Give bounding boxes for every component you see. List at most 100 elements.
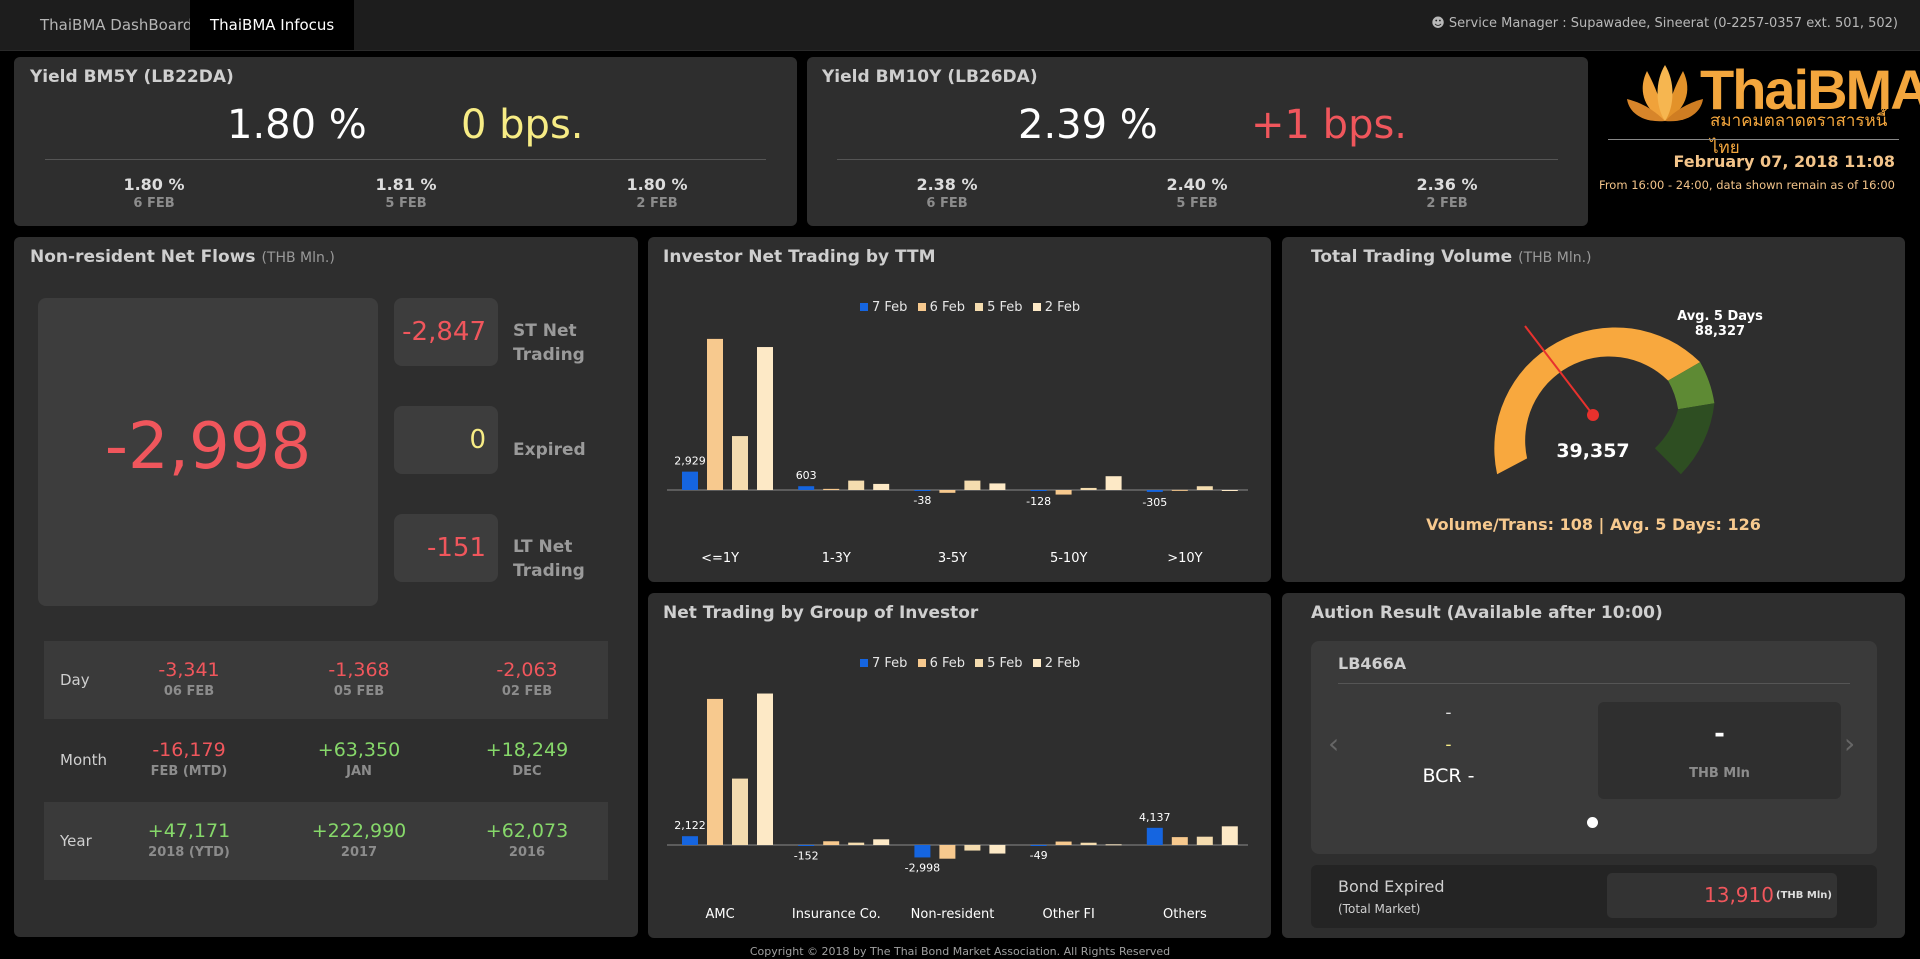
bar: [964, 845, 981, 851]
volume-title-text: Total Trading Volume: [1311, 247, 1513, 267]
yield-10y-panel: Yield BM10Y (LB26DA) 2.39 % +1 bps. 2.38…: [807, 57, 1588, 226]
legend-label: 6 Feb: [929, 656, 965, 671]
bar: [732, 436, 748, 490]
bar: [1146, 827, 1163, 845]
bar: [914, 845, 931, 858]
auction-card: LB466A ‹ › - - BCR - - THB Mln: [1311, 641, 1877, 854]
lt-net-trading-label: LT Net Trading: [513, 535, 585, 583]
divider: [1608, 139, 1899, 140]
table-cell: -1,368 05 FEB: [284, 659, 434, 699]
data-label: 2,929: [674, 455, 706, 468]
gauge-band-mid: [1668, 362, 1715, 410]
ttm-bar-chart: 2,929 <=1Y 603 1-3Y -38 3-5Y -128 5-10Y -305 >10Y: [667, 338, 1248, 566]
table-row-day: Day -3,341 06 FEB -1,368 05 FEB -2,063 02 F…: [44, 641, 608, 719]
hist-date: 5 FEB: [1176, 196, 1218, 211]
data-label: -305: [1142, 496, 1167, 509]
cell-date: 2018 (YTD): [148, 845, 230, 860]
ttm-chart-panel: Investor Net Trading by TTM 7 Feb 6 Feb …: [648, 237, 1271, 582]
cell-date: 06 FEB: [163, 684, 215, 699]
lotus-logo-icon: [1627, 65, 1703, 122]
volume-avg-value: 88,327: [1694, 324, 1746, 339]
gauge-band-main: [1494, 327, 1701, 475]
row-label: Year: [60, 832, 92, 850]
category-label: 3-5Y: [938, 551, 967, 566]
category-label: >10Y: [1167, 551, 1202, 566]
legend-swatch: [1032, 303, 1041, 311]
legend-swatch: [860, 303, 868, 311]
category-label: Others: [1163, 907, 1207, 922]
lt-label-line-1: LT Net: [513, 537, 573, 557]
st-net-trading-value: -2,847: [394, 298, 498, 366]
bond-expired-label: Bond Expired: [1338, 877, 1445, 896]
next-arrow-icon[interactable]: ›: [1844, 727, 1856, 760]
brand-name: ThaiBMA: [1700, 58, 1920, 121]
data-label: -2,998: [905, 861, 940, 874]
bar: [707, 698, 723, 845]
bar: [682, 471, 698, 490]
yield-10y-hist-2: 2.40 % 5 FEB: [1117, 175, 1277, 211]
auction-bond-code: LB466A: [1338, 654, 1407, 673]
gauge-band-high: [1654, 403, 1715, 475]
bar: [1030, 490, 1047, 491]
gauge-needle: [1524, 325, 1594, 416]
category-label: 5-10Y: [1050, 551, 1088, 566]
yield-5y-panel: Yield BM5Y (LB22DA) 1.80 % 0 bps. 1.80 %…: [14, 57, 797, 226]
auction-panel: Aution Result (Available after 10:00) LB…: [1282, 593, 1905, 938]
hist-value: 1.80 %: [123, 175, 185, 194]
cell-value: +222,990: [311, 820, 407, 842]
cell-value: -1,368: [328, 659, 390, 681]
table-row-month: Month -16,179 FEB (MTD) +63,350 JAN +18,24…: [44, 721, 608, 799]
hist-date: 5 FEB: [385, 196, 427, 211]
row-label: Day: [60, 671, 90, 689]
cell-value: -3,341: [158, 659, 220, 681]
carousel-dot[interactable]: [1587, 817, 1598, 828]
st-label-line-1: ST Net: [513, 321, 577, 341]
legend-label: 6 Feb: [929, 300, 965, 315]
prev-arrow-icon[interactable]: ‹: [1328, 727, 1340, 760]
yield-5y-hist-1: 1.80 % 6 FEB: [74, 175, 234, 211]
volume-title: Total Trading Volume (THB Mln.): [1311, 247, 1592, 267]
auction-title: Aution Result (Available after 10:00): [1311, 603, 1663, 623]
hist-value: 2.40 %: [1166, 175, 1228, 194]
legend-label: 7 Feb: [872, 656, 908, 671]
auction-value: -: [1714, 719, 1725, 749]
bond-expired-unit: (THB Mln): [1776, 890, 1832, 901]
yield-10y-title: Yield BM10Y (LB26DA): [822, 67, 1038, 87]
bar: [939, 845, 956, 859]
cell-value: -16,179: [152, 739, 226, 761]
cell-value: +47,171: [147, 820, 231, 842]
yield-10y-hist-1: 2.38 % 6 FEB: [867, 175, 1027, 211]
legend-label: 2 Feb: [1044, 656, 1081, 671]
group-chart-panel: Net Trading by Group of Investor 7 Feb 6…: [648, 593, 1271, 938]
table-cell: +62,073 2016: [452, 820, 602, 860]
cell-date: DEC: [512, 764, 542, 779]
data-label: -152: [794, 850, 819, 863]
table-cell: -16,179 FEB (MTD): [114, 739, 264, 779]
legend-swatch: [860, 659, 868, 667]
auction-dash-1: -: [1445, 703, 1452, 723]
legend-swatch: [975, 303, 984, 311]
tab-infocus[interactable]: ThaiBMA Infocus: [190, 0, 355, 50]
cell-date: 2016: [508, 845, 546, 860]
bar: [873, 483, 890, 490]
yield-10y-hist-3: 2.36 % 2 FEB: [1367, 175, 1527, 211]
auction-dash-2: -: [1445, 735, 1452, 755]
hist-date: 2 FEB: [1426, 196, 1468, 211]
bar: [1221, 490, 1238, 491]
service-manager-info: ☻ Service Manager : Supawadee, Sineerat …: [1431, 16, 1898, 31]
legend-label: 5 Feb: [987, 300, 1023, 315]
bond-expired-value-box: 13,910 (THB Mln): [1607, 873, 1837, 918]
hist-date: 2 FEB: [636, 196, 678, 211]
yield-10y-change: +1 bps.: [1251, 102, 1408, 148]
group-chart-title: Net Trading by Group of Investor: [663, 603, 979, 623]
category-label: <=1Y: [701, 551, 739, 566]
volume-avg-label: Avg. 5 Days: [1677, 309, 1763, 324]
expired-label: Expired: [513, 440, 586, 460]
volume-panel: Total Trading Volume (THB Mln.) 39,357 A…: [1282, 237, 1905, 582]
tab-dashboard[interactable]: ThaiBMA DashBoard: [40, 16, 193, 34]
bar: [757, 693, 773, 845]
hist-value: 1.80 %: [626, 175, 688, 194]
table-cell: -2,063 02 FEB: [452, 659, 602, 699]
yield-5y-change: 0 bps.: [461, 102, 584, 148]
data-label: -128: [1026, 495, 1051, 508]
